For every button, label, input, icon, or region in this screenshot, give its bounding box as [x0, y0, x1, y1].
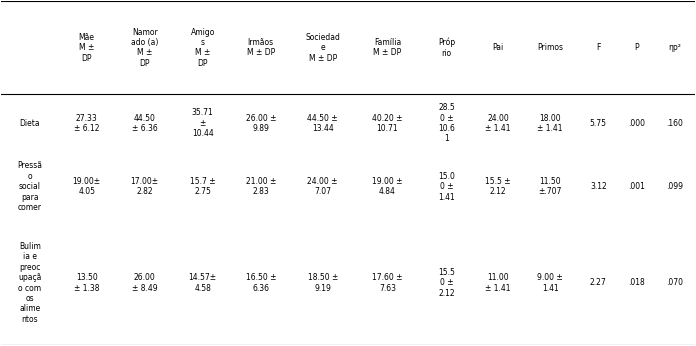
Text: Família
M ± DP: Família M ± DP — [373, 38, 402, 57]
Text: 19.00±
4.05: 19.00± 4.05 — [72, 177, 101, 197]
Text: 17.60 ±
7.63: 17.60 ± 7.63 — [372, 273, 403, 292]
Text: Primos: Primos — [537, 43, 563, 52]
Text: 9.00 ±
1.41: 9.00 ± 1.41 — [537, 273, 563, 292]
Text: Pai: Pai — [492, 43, 504, 52]
Text: .070: .070 — [666, 278, 683, 287]
Text: Mãe
M ±
DP: Mãe M ± DP — [79, 33, 95, 63]
Text: 24.00
± 1.41: 24.00 ± 1.41 — [485, 113, 511, 133]
Text: .001: .001 — [628, 182, 645, 191]
Text: 2.27: 2.27 — [590, 278, 607, 287]
Text: .018: .018 — [628, 278, 645, 287]
Text: Bulim
ia e
preoc
upaçã
o com
os
alime
ntos: Bulim ia e preoc upaçã o com os alime nt… — [18, 242, 42, 324]
Text: 21.00 ±
2.83: 21.00 ± 2.83 — [246, 177, 276, 197]
Text: Namor
ado (a)
M ±
DP: Namor ado (a) M ± DP — [131, 28, 159, 68]
Text: 11.00
± 1.41: 11.00 ± 1.41 — [485, 273, 511, 292]
Text: 19.00 ±
4.84: 19.00 ± 4.84 — [372, 177, 403, 197]
Text: 26.00 ±
9.89: 26.00 ± 9.89 — [246, 113, 276, 133]
Text: 26.00
± 8.49: 26.00 ± 8.49 — [132, 273, 157, 292]
Text: F: F — [596, 43, 601, 52]
Text: 18.00
± 1.41: 18.00 ± 1.41 — [537, 113, 563, 133]
Text: 15.7 ±
2.75: 15.7 ± 2.75 — [190, 177, 216, 197]
Text: .160: .160 — [667, 119, 683, 128]
Text: Amigo
s
M ±
DP: Amigo s M ± DP — [191, 28, 215, 68]
Text: 5.75: 5.75 — [590, 119, 607, 128]
Text: .099: .099 — [666, 182, 683, 191]
Text: 27.33
± 6.12: 27.33 ± 6.12 — [74, 113, 100, 133]
Text: 16.50 ±
6.36: 16.50 ± 6.36 — [246, 273, 276, 292]
Text: 14.57±
4.58: 14.57± 4.58 — [189, 273, 216, 292]
Text: 3.12: 3.12 — [590, 182, 607, 191]
Text: Pressã
o
social
para
comer: Pressã o social para comer — [17, 162, 42, 212]
Text: 44.50
± 6.36: 44.50 ± 6.36 — [132, 113, 157, 133]
Text: 24.00 ±
7.07: 24.00 ± 7.07 — [308, 177, 338, 197]
Text: 17.00±
2.82: 17.00± 2.82 — [131, 177, 159, 197]
Text: Sociedad
e
M ± DP: Sociedad e M ± DP — [306, 33, 340, 63]
Text: Dieta: Dieta — [19, 119, 40, 128]
Text: 15.0
0 ±
1.41: 15.0 0 ± 1.41 — [438, 172, 455, 202]
Text: 28.5
0 ±
10.6
1: 28.5 0 ± 10.6 1 — [438, 103, 455, 143]
Text: Irmãos
M ± DP: Irmãos M ± DP — [246, 38, 275, 57]
Text: 15.5 ±
2.12: 15.5 ± 2.12 — [485, 177, 511, 197]
Text: 18.50 ±
9.19: 18.50 ± 9.19 — [308, 273, 338, 292]
Text: 11.50
±.707: 11.50 ±.707 — [539, 177, 562, 197]
Text: 40.20 ±
10.71: 40.20 ± 10.71 — [372, 113, 403, 133]
Text: 35.71
±
10.44: 35.71 ± 10.44 — [192, 108, 214, 138]
Text: .000: .000 — [628, 119, 645, 128]
Text: Próp
rio: Próp rio — [438, 38, 455, 58]
Text: ηp²: ηp² — [668, 43, 681, 52]
Text: 44.50 ±
13.44: 44.50 ± 13.44 — [308, 113, 338, 133]
Text: 15.5
0 ±
2.12: 15.5 0 ± 2.12 — [438, 268, 455, 298]
Text: 13.50
± 1.38: 13.50 ± 1.38 — [74, 273, 100, 292]
Text: P: P — [635, 43, 640, 52]
